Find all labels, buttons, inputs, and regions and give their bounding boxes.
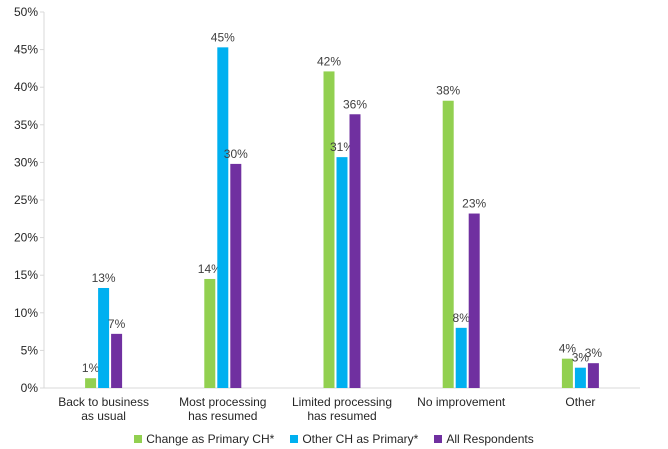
x-category-label-line: Back to business	[58, 395, 149, 409]
y-tick-label: 35%	[14, 118, 38, 132]
legend-item-change-primary: Change as Primary CH*	[134, 432, 274, 446]
legend-item-other-primary: Other CH as Primary*	[290, 432, 418, 446]
bar	[98, 287, 110, 388]
x-category-label: Limited processing has resumed	[292, 395, 392, 423]
y-tick-label: 30%	[14, 155, 38, 169]
y-tick-label: 40%	[14, 80, 38, 94]
bar	[455, 327, 467, 388]
y-tick-label: 0%	[21, 381, 39, 395]
data-label: 42%	[317, 54, 341, 68]
legend-item-all-respondents: All Respondents	[434, 432, 534, 446]
x-category-label: Other	[565, 395, 595, 409]
data-label: 7%	[108, 317, 126, 331]
data-label: 30%	[224, 147, 248, 161]
legend-swatch-green	[134, 435, 143, 443]
bar	[85, 378, 97, 388]
bar	[349, 114, 361, 388]
y-tick-label: 5%	[21, 343, 39, 357]
data-label: 13%	[92, 271, 116, 285]
bar	[323, 71, 335, 389]
y-tick-label: 15%	[14, 268, 38, 282]
x-category-label-line: Most processing	[179, 395, 266, 409]
bar	[587, 363, 599, 388]
bar	[230, 163, 242, 388]
x-category-label: Most processing has resumed	[179, 395, 266, 423]
data-label: 36%	[343, 97, 367, 111]
data-label: 14%	[198, 262, 222, 276]
y-tick-label: 45%	[14, 43, 38, 57]
bar	[336, 157, 348, 388]
bar	[111, 333, 123, 388]
bar	[442, 100, 454, 389]
data-label: 31%	[330, 140, 354, 154]
data-label: 3%	[572, 351, 590, 365]
legend-label: Other CH as Primary*	[302, 432, 419, 446]
y-tick-label: 25%	[14, 193, 38, 207]
data-label: 3%	[585, 346, 603, 360]
legend-label: All Respondents	[446, 432, 534, 446]
x-category-label-line: as usual	[81, 409, 126, 423]
data-label: 23%	[462, 197, 486, 211]
data-label: 38%	[436, 84, 460, 98]
y-tick-label: 50%	[14, 5, 38, 19]
x-category-label-line: Limited processing	[292, 395, 392, 409]
legend: Change as Primary CH* Other CH as Primar…	[0, 432, 668, 446]
y-tick-label: 20%	[14, 231, 38, 245]
legend-label: Change as Primary CH*	[146, 432, 275, 446]
x-category-label-line: Other	[565, 395, 595, 409]
x-category-label: Back to business as usual	[58, 395, 149, 423]
legend-swatch-blue	[290, 435, 299, 443]
legend-swatch-purple	[434, 435, 443, 443]
x-category-label: No improvement	[417, 395, 506, 409]
bar	[204, 278, 216, 388]
data-label: 1%	[82, 361, 100, 375]
bar	[468, 213, 480, 388]
bar	[574, 367, 586, 388]
x-category-label-line: No improvement	[417, 395, 506, 409]
x-category-label-line: has resumed	[307, 409, 376, 423]
bar	[217, 47, 229, 389]
data-label: 8%	[453, 311, 471, 325]
y-tick-label: 10%	[14, 306, 38, 320]
x-category-label-line: has resumed	[188, 409, 257, 423]
bar	[561, 358, 573, 388]
data-label: 4%	[559, 342, 577, 356]
data-label: 45%	[211, 30, 235, 44]
